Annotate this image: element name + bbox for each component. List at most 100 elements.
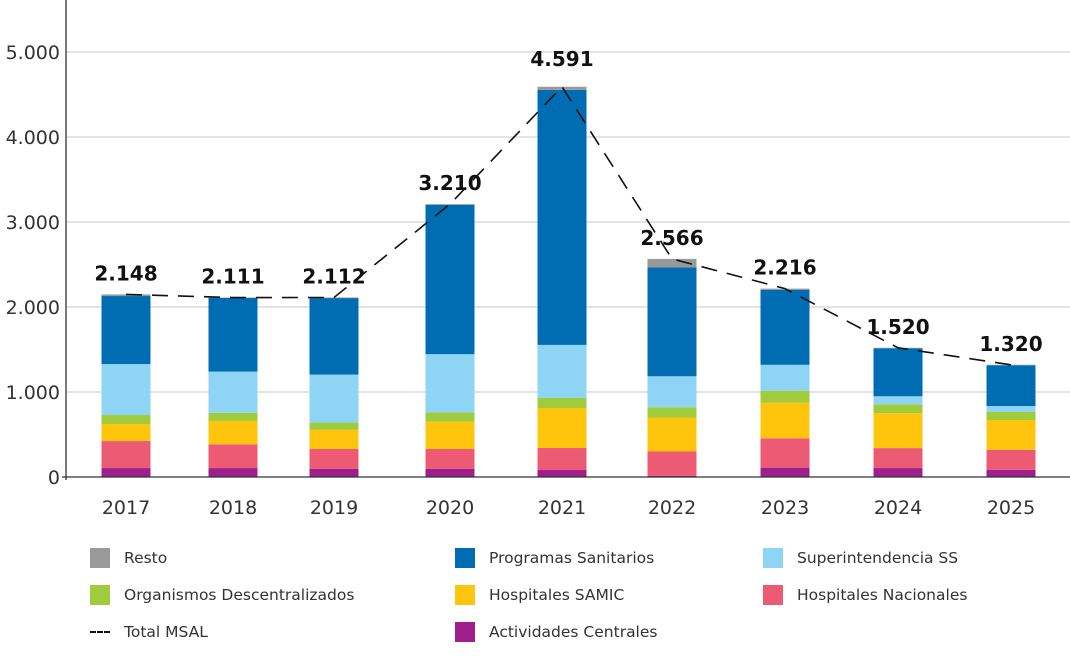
bar-segment-actividades-centrales xyxy=(101,468,151,477)
bar-segment-actividades-centrales xyxy=(537,470,587,477)
legend-swatch xyxy=(455,548,475,568)
bar-segment-hospitales-samic xyxy=(647,417,697,452)
x-tick-label: 2025 xyxy=(987,497,1035,519)
bar-segment-actividades-centrales xyxy=(873,468,923,477)
legend-label: Resto xyxy=(124,549,168,567)
legend-label: Hospitales Nacionales xyxy=(797,586,968,604)
bar-segment-organismos-descentralizados xyxy=(537,397,587,408)
y-tick-label: 1.000 xyxy=(6,382,60,404)
bar-segment-hospitales-samic xyxy=(986,420,1036,450)
bar-segment-hospitales-nacionales xyxy=(208,444,258,469)
bar-segment-actividades-centrales xyxy=(425,468,475,477)
bar-segment-organismos-descentralizados xyxy=(425,412,475,422)
bar-segment-hospitales-nacionales xyxy=(101,441,151,469)
bar-segment-programas-sanitarios xyxy=(537,89,587,345)
y-tick-label: 4.000 xyxy=(6,127,60,149)
bar-segment-resto xyxy=(647,258,697,268)
legend: Resto Programas Sanitarios Superintenden… xyxy=(90,544,1050,654)
bar-segment-actividades-centrales xyxy=(760,467,810,477)
total-value-label: 2.566 xyxy=(640,226,703,250)
total-value-label: 1.520 xyxy=(866,315,929,339)
legend-label: Organismos Descentralizados xyxy=(124,586,355,604)
y-tick-label: 0 xyxy=(48,467,60,489)
bar-segment-superintendencia-ss xyxy=(986,406,1036,412)
legend-item-resto: Resto xyxy=(90,544,167,572)
bar-segment-hospitales-samic xyxy=(208,420,258,445)
legend-swatch xyxy=(455,622,475,642)
bar-segment-superintendencia-ss xyxy=(309,374,359,423)
bar-segment-resto xyxy=(101,294,151,297)
bars xyxy=(101,86,1036,477)
total-msal-line xyxy=(125,85,1012,366)
x-tick-label: 2017 xyxy=(102,497,150,519)
bar-segment-organismos-descentralizados xyxy=(101,415,151,425)
legend-swatch xyxy=(763,548,783,568)
legend-item-total-msal: Total MSAL xyxy=(90,618,208,646)
total-labels: 2.148 2.111 2.112 3.210 4.591 2.566 2.216 1.520… xyxy=(94,47,1042,356)
bar-stack-2024 xyxy=(873,347,923,477)
bar-segment-organismos-descentralizados xyxy=(873,404,923,414)
x-tick-label: 2020 xyxy=(426,497,474,519)
y-tick-label: 2.000 xyxy=(6,297,60,319)
bar-segment-hospitales-samic xyxy=(425,421,475,449)
bar-segment-organismos-descentralizados xyxy=(760,390,810,403)
total-value-label: 2.111 xyxy=(201,265,264,289)
bar-segment-resto xyxy=(537,86,587,90)
bar-stack-2020 xyxy=(425,204,475,477)
total-value-label: 2.148 xyxy=(94,261,157,285)
bar-segment-superintendencia-ss xyxy=(873,396,923,405)
total-msal-polyline xyxy=(125,85,1012,366)
dashed-line-icon xyxy=(90,622,110,642)
bar-segment-programas-sanitarios xyxy=(208,297,258,372)
bar-segment-organismos-descentralizados xyxy=(208,412,258,421)
y-tick-label: 5.000 xyxy=(6,42,60,64)
bar-segment-superintendencia-ss xyxy=(208,371,258,413)
x-tick-label: 2023 xyxy=(761,497,809,519)
bar-segment-hospitales-nacionales xyxy=(873,448,923,469)
bar-segment-programas-sanitarios xyxy=(873,348,923,397)
y-tick-label: 3.000 xyxy=(6,212,60,234)
bar-segment-programas-sanitarios xyxy=(647,267,697,377)
bar-segment-organismos-descentralizados xyxy=(309,422,359,430)
bar-segment-programas-sanitarios xyxy=(309,298,359,375)
bar-segment-actividades-centrales xyxy=(309,468,359,477)
bar-segment-organismos-descentralizados xyxy=(986,411,1036,421)
bar-stack-2023 xyxy=(760,288,810,477)
bar-segment-hospitales-nacionales xyxy=(647,451,697,476)
bar-stack-2021 xyxy=(537,86,587,477)
legend-swatch xyxy=(90,585,110,605)
bar-segment-hospitales-samic xyxy=(873,413,923,449)
bar-segment-organismos-descentralizados xyxy=(647,407,697,418)
bar-stack-2022 xyxy=(647,258,697,477)
bar-segment-superintendencia-ss xyxy=(647,376,697,408)
legend-swatch xyxy=(90,548,110,568)
bar-stack-2025 xyxy=(986,364,1036,477)
bar-segment-hospitales-samic xyxy=(760,402,810,439)
bar-segment-programas-sanitarios xyxy=(986,365,1036,407)
total-value-label: 2.216 xyxy=(753,256,816,280)
x-tick-label: 2022 xyxy=(648,497,696,519)
total-value-label: 4.591 xyxy=(530,47,593,71)
legend-label: Total MSAL xyxy=(124,623,208,641)
legend-item-programas-sanitarios: Programas Sanitarios xyxy=(455,544,654,572)
bar-segment-superintendencia-ss xyxy=(760,364,810,391)
total-value-label: 2.112 xyxy=(302,264,365,288)
y-tick-labels: 0 1.000 2.000 3.000 4.000 5.000 xyxy=(6,42,60,489)
legend-label: Programas Sanitarios xyxy=(489,549,655,567)
bar-segment-hospitales-nacionales xyxy=(986,449,1036,470)
total-value-label: 3.210 xyxy=(418,171,481,195)
x-tick-label: 2021 xyxy=(538,497,586,519)
legend-item-actividades-centrales: Actividades Centrales xyxy=(455,618,657,646)
legend-label: Hospitales SAMIC xyxy=(489,586,625,604)
bar-stack-2019 xyxy=(309,297,359,477)
bar-segment-actividades-centrales xyxy=(208,468,258,477)
bar-segment-hospitales-nacionales xyxy=(425,448,475,469)
bar-segment-hospitales-samic xyxy=(309,429,359,449)
legend-label: Superintendencia SS xyxy=(797,549,959,567)
bar-segment-superintendencia-ss xyxy=(537,344,587,398)
x-tick-label: 2019 xyxy=(310,497,358,519)
bar-segment-programas-sanitarios xyxy=(760,290,810,365)
bar-segment-hospitales-samic xyxy=(537,407,587,449)
legend-item-superintendencia-ss: Superintendencia SS xyxy=(763,544,958,572)
bar-segment-superintendencia-ss xyxy=(101,364,151,416)
